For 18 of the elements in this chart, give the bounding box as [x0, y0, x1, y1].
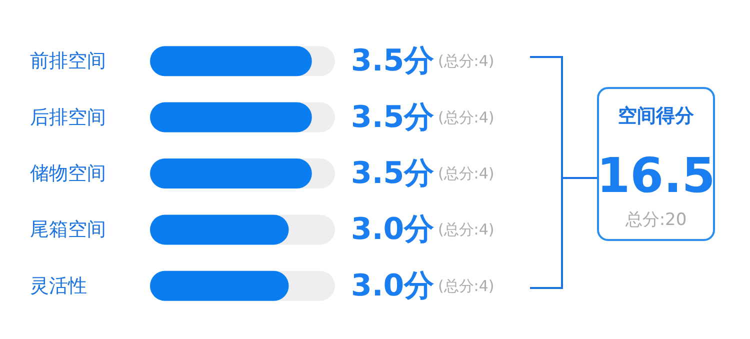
- text: (总分:4): [438, 108, 494, 126]
- y-tick-label: 灵活性: [30, 274, 87, 297]
- text: (总分:4): [438, 276, 494, 295]
- text: (总分:4): [438, 164, 494, 182]
- y-tick-label: 储物空间: [30, 162, 106, 184]
- text: (总分:4): [438, 220, 494, 239]
- data-label: 3.0分: [351, 212, 434, 248]
- y-tick-label: 尾箱空间: [30, 218, 106, 241]
- text: (总分:4): [438, 52, 494, 70]
- text: 16.5: [596, 148, 716, 204]
- text: 空间得分: [618, 105, 695, 127]
- data-label: 3.5分: [351, 44, 434, 79]
- data-label: 3.5分: [351, 100, 434, 135]
- y-tick-label: 前排空间: [30, 50, 106, 72]
- text: 总分:20: [624, 210, 687, 230]
- y-tick-label: 后排空间: [30, 106, 106, 128]
- data-label: 3.5分: [351, 156, 434, 191]
- data-label: 3.0分: [351, 268, 434, 304]
